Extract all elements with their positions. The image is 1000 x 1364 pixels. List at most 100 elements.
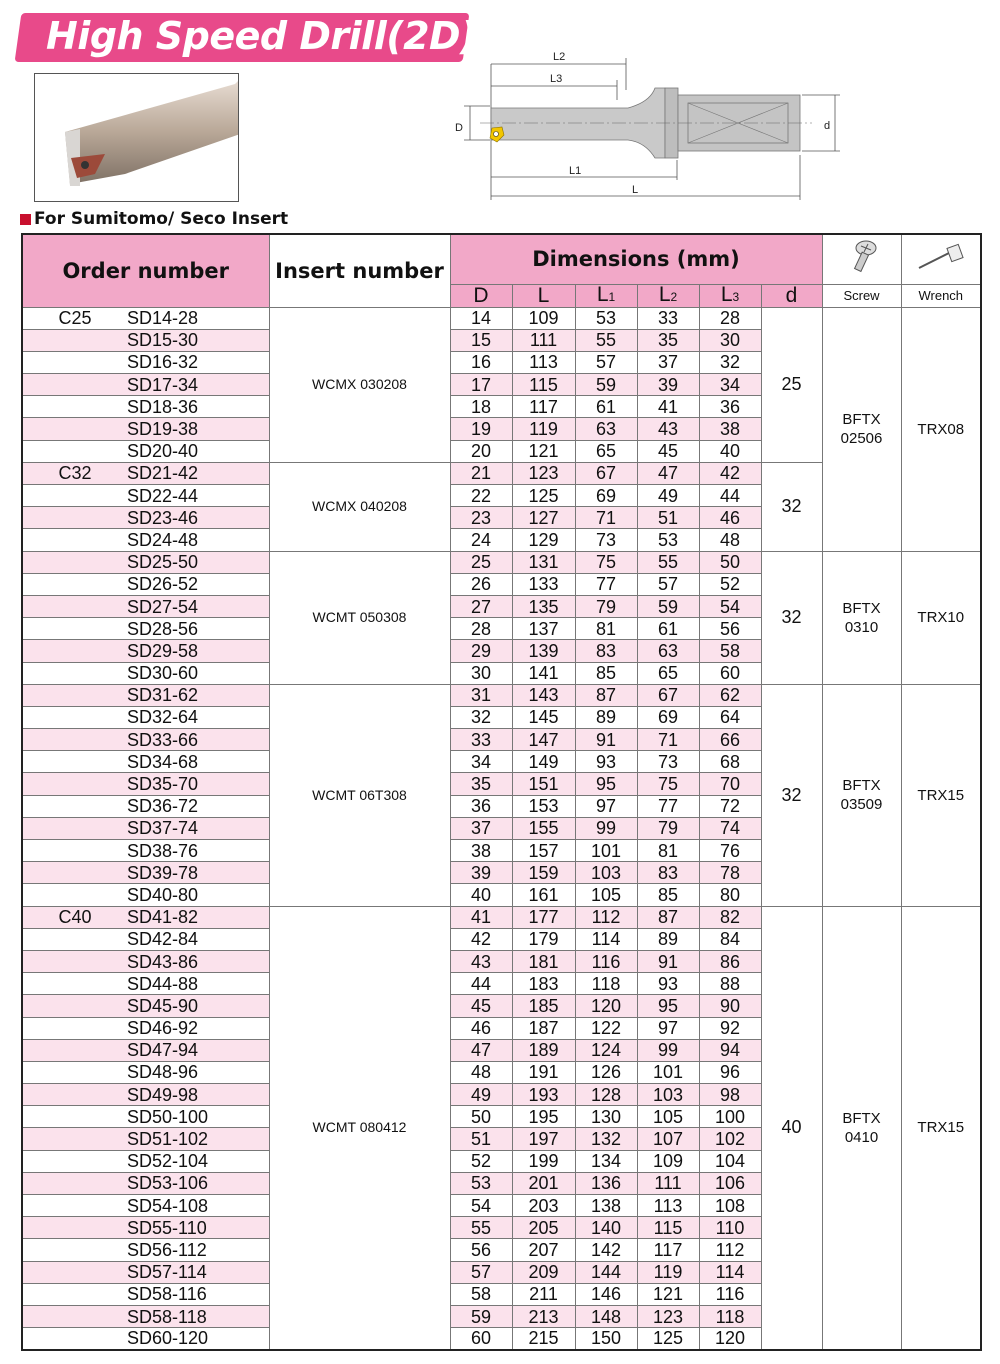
- dim-l3: 116: [698, 1282, 762, 1306]
- dim-l1: 101: [574, 838, 638, 863]
- dim-l: 183: [511, 972, 576, 996]
- dim-l2: 41: [636, 395, 700, 419]
- order-number-cell: SD15-30: [21, 328, 270, 352]
- dim-l: 141: [511, 661, 576, 685]
- dim-d: 16: [449, 350, 513, 375]
- dim-l2: 103: [636, 1083, 700, 1107]
- dim-l1: 53: [574, 306, 638, 330]
- order-number-cell: SD54-108: [21, 1193, 270, 1218]
- order-number-cell: SD58-118: [21, 1304, 270, 1329]
- dim-l1: 87: [574, 683, 638, 707]
- dim-d: 37: [449, 816, 513, 841]
- dim-l3: 110: [698, 1216, 762, 1240]
- dim-l2: 97: [636, 1016, 700, 1040]
- order-number-cell: SD43-86: [21, 949, 270, 974]
- dim-l1: 148: [574, 1304, 638, 1329]
- label-L2: L2: [553, 51, 565, 63]
- dim-l1: 75: [574, 550, 638, 574]
- header-col-l: L: [511, 283, 576, 308]
- dim-l3: 112: [698, 1238, 762, 1262]
- dim-l3: 68: [698, 750, 762, 774]
- dim-l1: 89: [574, 705, 638, 730]
- screw-cell: BFTX 03509: [821, 683, 902, 907]
- shank-prefix: C40: [58, 907, 92, 928]
- wrench-cell: TRX15: [900, 905, 982, 1351]
- dim-l3: 96: [698, 1060, 762, 1085]
- dim-l3: 42: [698, 461, 762, 486]
- table-row: SD58-118 59 213 148 123 118: [21, 1304, 981, 1329]
- dim-l1: 122: [574, 1016, 638, 1040]
- order-number-cell: SD23-46: [21, 506, 270, 530]
- dim-l3: 40: [698, 439, 762, 463]
- order-number-cell: SD36-72: [21, 794, 270, 818]
- dim-l2: 45: [636, 439, 700, 463]
- dim-l2: 71: [636, 728, 700, 752]
- order-number: SD36-72: [127, 796, 199, 817]
- table-row: SD34-68 34 149 93 73 68: [21, 750, 981, 774]
- table-row: SD43-86 43 181 116 91 86: [21, 949, 981, 974]
- header-col-d: D: [449, 283, 513, 308]
- dim-l: 119: [511, 417, 576, 441]
- header-col-d-shank: d: [760, 283, 823, 308]
- dim-d: 48: [449, 1060, 513, 1085]
- dim-l1: 61: [574, 395, 638, 419]
- dim-l3: 44: [698, 483, 762, 508]
- order-number-cell: SD55-110: [21, 1216, 270, 1240]
- dim-d: 28: [449, 617, 513, 641]
- order-number: SD27-54: [127, 596, 199, 617]
- dim-d: 44: [449, 972, 513, 996]
- order-number: SD57-114: [127, 1262, 207, 1283]
- dim-l3: 62: [698, 683, 762, 707]
- table-row: SD29-58 29 139 83 63 58: [21, 639, 981, 663]
- dim-l1: 59: [574, 373, 638, 397]
- dim-l2: 77: [636, 794, 700, 818]
- label-d: d: [824, 120, 830, 132]
- header-order-number: Order number: [21, 233, 270, 308]
- dim-l1: 93: [574, 750, 638, 774]
- dim-l1: 77: [574, 572, 638, 596]
- dim-l2: 95: [636, 994, 700, 1018]
- header-col-l3: L3: [698, 283, 762, 308]
- order-number-cell: SD24-48: [21, 528, 270, 552]
- order-number: SD38-76: [127, 840, 199, 861]
- order-number-cell: SD46-92: [21, 1016, 270, 1040]
- header-wrench: Wrench: [900, 283, 982, 308]
- dim-d: 42: [449, 927, 513, 951]
- dim-l2: 109: [636, 1149, 700, 1173]
- table-row: SD27-54 27 135 79 59 54: [21, 594, 981, 619]
- table-row: SD17-34 17 115 59 39 34: [21, 373, 981, 397]
- dim-l: 123: [511, 461, 576, 486]
- dim-l2: 85: [636, 883, 700, 907]
- dim-d: 59: [449, 1304, 513, 1329]
- table-row: SD26-52 26 133 77 57 52: [21, 572, 981, 596]
- dim-d: 29: [449, 639, 513, 663]
- order-number: SD14-28: [127, 308, 199, 329]
- order-number: SD18-36: [127, 396, 199, 417]
- wrench-icon: [900, 233, 982, 285]
- dim-d: 40: [449, 883, 513, 907]
- dim-l3: 76: [698, 838, 762, 863]
- shank-prefix: C32: [58, 463, 92, 484]
- order-number: SD22-44: [127, 485, 199, 506]
- order-number: SD39-78: [127, 862, 199, 883]
- order-number-cell: SD19-38: [21, 417, 270, 441]
- dim-d: 50: [449, 1105, 513, 1129]
- dim-l: 113: [511, 350, 576, 375]
- dim-d: 36: [449, 794, 513, 818]
- dim-l2: 37: [636, 350, 700, 375]
- order-number-cell: C25 SD14-28: [21, 306, 270, 330]
- table-row: SD28-56 28 137 81 61 56: [21, 617, 981, 641]
- dim-l1: 105: [574, 883, 638, 907]
- dim-d: 17: [449, 373, 513, 397]
- order-number: SD49-98: [127, 1084, 199, 1105]
- label-L3: L3: [550, 73, 562, 85]
- dim-l3: 64: [698, 705, 762, 730]
- dim-l1: 81: [574, 617, 638, 641]
- insert-number-cell: WCMT 080412: [268, 905, 451, 1351]
- table-row: SD24-48 24 129 73 53 48: [21, 528, 981, 552]
- dim-l2: 63: [636, 639, 700, 663]
- dim-l1: 134: [574, 1149, 638, 1173]
- order-number: SD28-56: [127, 618, 199, 639]
- dim-l2: 101: [636, 1060, 700, 1085]
- label-D: D: [455, 122, 463, 134]
